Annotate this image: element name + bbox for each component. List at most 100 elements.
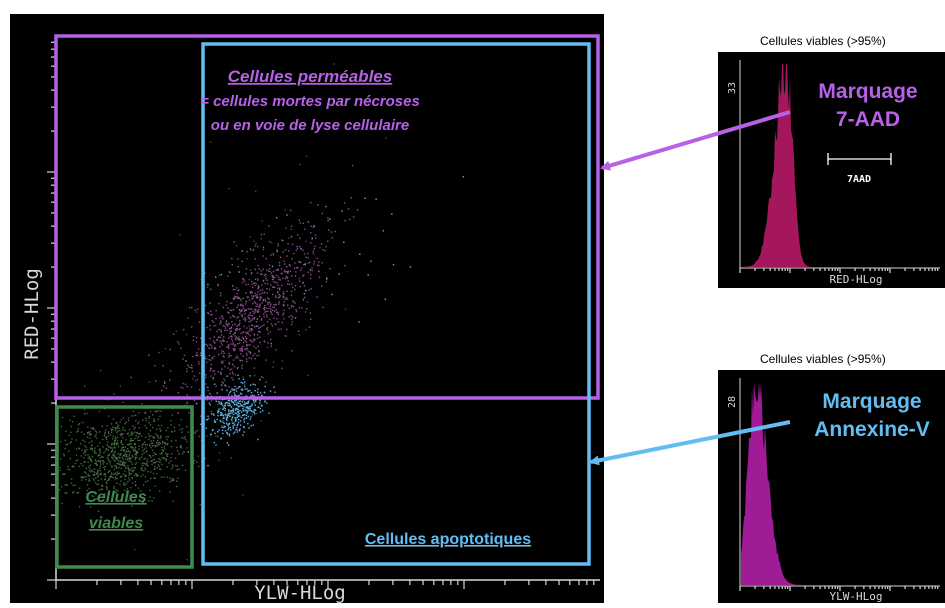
scatter-point [222,408,225,410]
scatter-point [243,279,245,281]
scatter-point [272,252,274,255]
scatter-point [297,330,300,332]
scatter-point [159,453,161,455]
scatter-point [208,354,211,357]
scatter-point [375,198,377,200]
scatter-point [205,435,208,437]
scatter-point [176,485,178,488]
scatter-point [291,258,293,260]
scatter-point [119,433,121,436]
scatter-point [159,468,161,470]
scatter-point [95,473,98,475]
scatter-point [127,467,129,469]
scatter-point [75,460,77,462]
scatter-point [76,431,78,433]
scatter-point [269,305,271,307]
scatter-point [240,392,242,395]
scatter-point [252,249,254,251]
scatter-point [140,502,143,505]
scatter-point [249,269,252,271]
scatter-point [225,402,227,404]
scatter-point [199,372,201,374]
scatter-point [101,425,103,427]
scatter-point [272,275,275,278]
scatter-point [244,383,246,385]
scatter-point [157,424,160,427]
scatter-point [101,455,103,458]
scatter-point [236,429,238,431]
scatter-point [155,433,157,435]
scatter-point [205,383,207,385]
scatter-point [140,475,142,477]
scatter-point [233,295,236,298]
scatter-point [276,318,278,320]
scatter-point [228,433,231,435]
scatter-point [299,222,302,224]
scatter-point [92,427,94,429]
scatter-point [274,277,276,279]
scatter-point [299,261,302,263]
scatter-point [228,271,231,273]
scatter-point [133,466,135,469]
scatter-point [241,348,243,351]
scatter-point [214,420,216,423]
scatter-point [249,351,252,353]
scatter-point [284,298,287,300]
scatter-point [103,451,105,454]
scatter-point [334,230,336,233]
scatter-point [98,454,100,456]
scatter-point [247,415,249,418]
scatter-point [200,337,202,339]
scatter-point [242,307,245,309]
scatter-point [237,413,239,416]
scatter-point [259,392,262,394]
scatter-point [114,476,117,478]
scatter-point [132,448,135,451]
scatter-point [118,427,120,429]
scatter-point [233,297,235,299]
scatter-point [219,317,221,319]
scatter-point [125,467,127,469]
scatter-point [288,237,290,239]
scatter-point [248,325,250,327]
scatter-point [244,340,246,342]
scatter-point [251,295,253,297]
scatter-point [265,381,267,383]
scatter-point [206,286,209,289]
scatter-point [218,354,220,356]
scatter-point [251,411,253,413]
scatter-point [89,506,92,508]
scatter-point [251,283,253,285]
scatter-point [279,287,281,289]
scatter-point [95,434,97,436]
scatter-point [232,379,234,381]
scatter-point [207,386,209,389]
scatter-point [96,464,98,467]
scatter-point [238,430,241,432]
scatter-point [87,432,89,434]
scatter-point [313,260,316,263]
scatter-point [97,510,100,512]
scatter-point [262,410,264,412]
scatter-point [109,434,112,436]
scatter-point [161,457,163,459]
scatter-point [178,468,180,470]
scatter-point [271,275,274,278]
scatter-point [216,392,218,394]
scatter-point [148,416,151,418]
scatter-point [117,471,119,473]
scatter-point [318,270,320,273]
scatter-point [192,335,195,338]
scatter-point [104,429,107,431]
scatter-point [165,443,167,445]
scatter-point [130,473,132,475]
scatter-point [247,315,249,318]
scatter-point [230,409,232,412]
scatter-point [349,218,351,221]
scatter-point [151,460,153,462]
scatter-point [134,448,136,450]
scatter-point [208,359,210,361]
hist-annexin-caption: Cellules viables (>95%) [760,352,886,366]
scatter-point [226,300,228,303]
scatter-point [154,453,156,455]
